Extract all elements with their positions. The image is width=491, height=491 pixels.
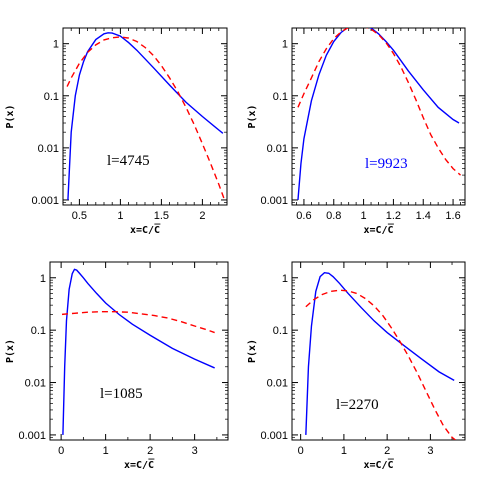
y-tick-label: 1 — [40, 273, 46, 285]
annotation-label: l=1085 — [100, 386, 143, 402]
series-line-solid — [62, 268, 215, 435]
y-tick-label: 1 — [282, 39, 288, 51]
x-tick-label: 2 — [199, 210, 205, 222]
y-tick-label: 0.001 — [31, 195, 59, 207]
x-tick-label: 3 — [192, 445, 198, 457]
y-axis-label: P(x) — [247, 104, 258, 128]
x-tick-label: 1 — [361, 210, 367, 222]
y-axis-label: P(x) — [5, 339, 16, 363]
x-tick-label: 1.6 — [445, 210, 460, 222]
x-tick-label: 1 — [103, 445, 109, 457]
x-tick-label: 1.4 — [416, 210, 431, 222]
series-line-dashed — [61, 311, 215, 334]
series-line-dashed — [305, 289, 456, 440]
y-tick-label: 0.1 — [273, 91, 288, 103]
x-axis-label: x=C/C̅ — [363, 223, 394, 236]
y-tick-label: 0.01 — [38, 143, 59, 155]
plot-frame — [49, 261, 229, 441]
x-axis-label: x=C/C̅ — [124, 458, 155, 471]
x-tick-label: 3 — [427, 445, 433, 457]
x-tick-label: 1.2 — [386, 210, 401, 222]
x-axis-label: x=C/C̅ — [363, 458, 394, 471]
series-line-dashed — [66, 36, 226, 201]
x-tick-label: 1.5 — [154, 210, 169, 222]
y-tick-label: 0.01 — [267, 378, 288, 390]
y-tick-label: 0.01 — [267, 143, 288, 155]
y-tick-label: 0.1 — [273, 325, 288, 337]
annotation-label: l=4745 — [107, 153, 150, 169]
series-line-solid — [305, 271, 455, 435]
x-tick-label: 1 — [341, 445, 347, 457]
chart-panel-3: 0 1 2 3 0.001 0.01 0.1 1 x=C/C̅ P(x) l=1085 — [5, 261, 229, 471]
series-line-solid — [297, 28, 460, 201]
y-tick-label: 0.001 — [18, 430, 46, 442]
y-tick-label: 1 — [53, 39, 59, 51]
annotation-label: l=2270 — [336, 397, 379, 413]
x-tick-label: 0.8 — [326, 210, 341, 222]
plot-frame — [291, 261, 466, 441]
y-tick-label: 1 — [282, 273, 288, 285]
x-axis-label: x=C/C̅ — [130, 223, 161, 236]
x-tick-label: 1 — [117, 210, 123, 222]
y-tick-label: 0.01 — [25, 378, 46, 390]
y-axis-label: P(x) — [5, 104, 16, 128]
plot-frame — [291, 27, 466, 206]
y-tick-label: 0.1 — [44, 91, 59, 103]
x-tick-label: 0 — [58, 445, 64, 457]
chart-panel-1: 0.5 1 1.5 2 0.001 0.01 0.1 1 x=C/C̅ P(x) l=4745 — [5, 27, 228, 236]
x-tick-label: 0 — [298, 445, 304, 457]
series-line-solid — [67, 32, 224, 200]
y-tick-label: 0.1 — [31, 325, 46, 337]
y-tick-label: 0.001 — [260, 430, 288, 442]
y-tick-label: 0.001 — [260, 195, 288, 207]
series-line-dashed — [297, 28, 461, 176]
x-tick-label: 0.5 — [72, 210, 87, 222]
annotation-label: l=9923 — [365, 156, 408, 172]
chart-panel-2: 0.6 0.8 1 1.2 1.4 1.60.0010.010.11x=C/C̅P(x)l… — [247, 27, 466, 236]
chart-panel-4: 0 1 2 3 0.001 0.01 0.1 1 x=C/C̅ P(x) l=2270 — [247, 261, 466, 471]
x-tick-label: 2 — [384, 445, 390, 457]
y-axis-label: P(x) — [247, 339, 258, 363]
x-tick-label: 2 — [147, 445, 153, 457]
x-tick-label: 0.6 — [296, 210, 311, 222]
